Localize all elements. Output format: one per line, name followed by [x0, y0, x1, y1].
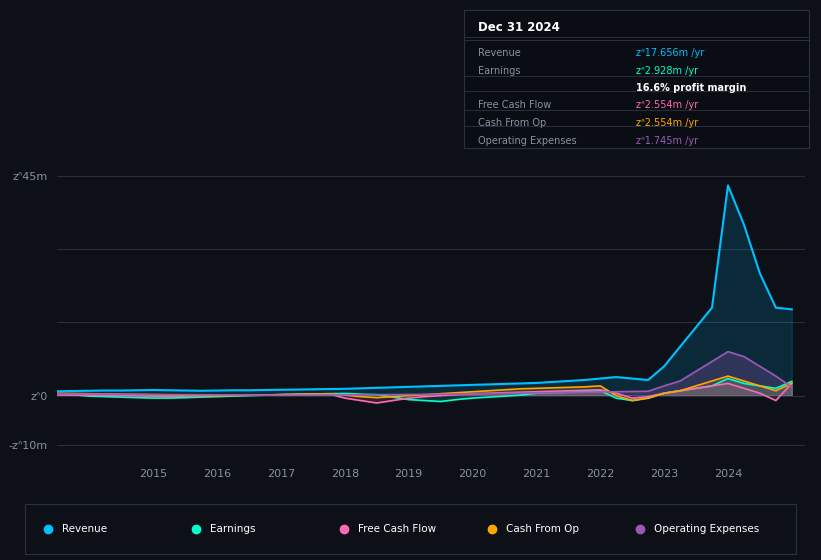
Text: zᐢ2.554m /yr: zᐢ2.554m /yr — [636, 118, 699, 128]
Text: Free Cash Flow: Free Cash Flow — [478, 100, 551, 110]
Text: Revenue: Revenue — [478, 48, 521, 58]
Text: zᐢ17.656m /yr: zᐢ17.656m /yr — [636, 48, 704, 58]
Text: Earnings: Earnings — [210, 524, 255, 534]
Text: Dec 31 2024: Dec 31 2024 — [478, 21, 560, 34]
Text: zᐢ2.554m /yr: zᐢ2.554m /yr — [636, 100, 699, 110]
Text: Free Cash Flow: Free Cash Flow — [358, 524, 436, 534]
Text: Operating Expenses: Operating Expenses — [478, 136, 576, 146]
Text: Cash From Op: Cash From Op — [507, 524, 579, 534]
Text: 16.6% profit margin: 16.6% profit margin — [636, 83, 746, 93]
Text: Earnings: Earnings — [478, 67, 521, 77]
Text: zᐢ1.745m /yr: zᐢ1.745m /yr — [636, 136, 699, 146]
Text: Operating Expenses: Operating Expenses — [654, 524, 759, 534]
Text: Revenue: Revenue — [62, 524, 107, 534]
Text: zᐢ2.928m /yr: zᐢ2.928m /yr — [636, 67, 699, 77]
Text: Cash From Op: Cash From Op — [478, 118, 546, 128]
